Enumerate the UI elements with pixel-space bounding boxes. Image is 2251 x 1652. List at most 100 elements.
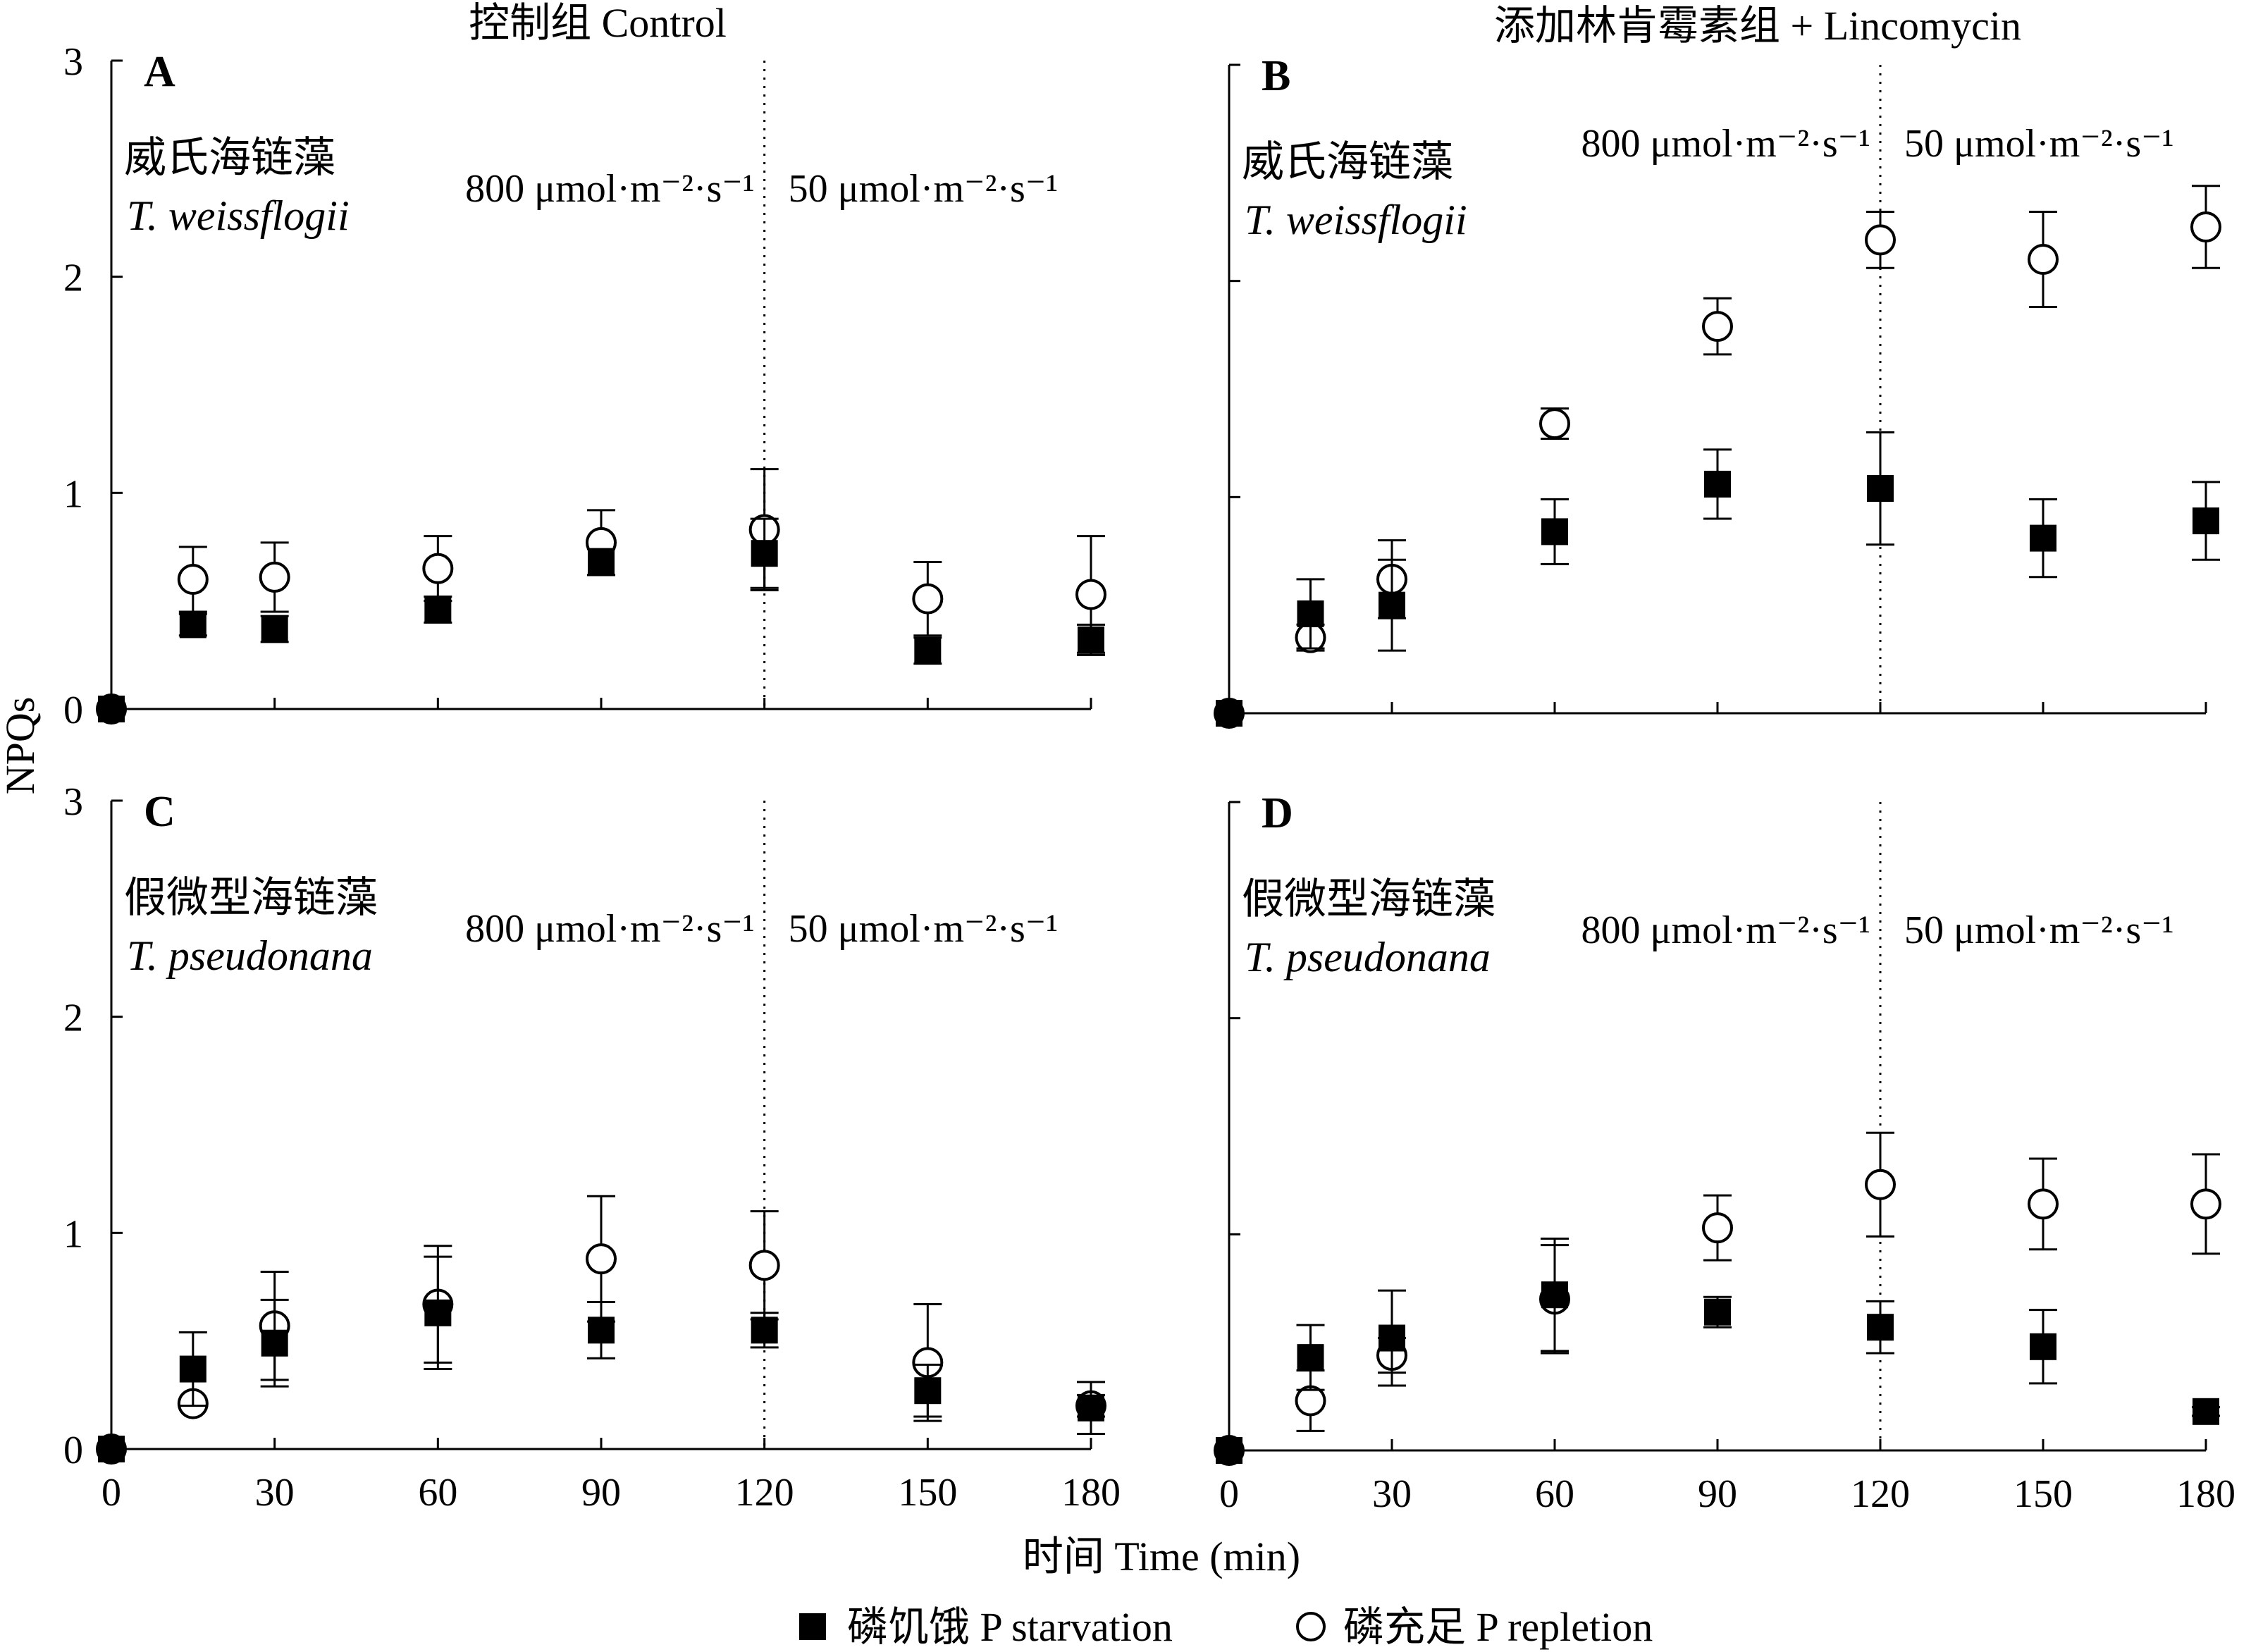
data-point-circle [2028, 244, 2059, 275]
panel-letter: B [1262, 52, 1290, 100]
data-point-square [2030, 1333, 2056, 1360]
legend-marker-starvation [799, 1613, 826, 1640]
data-point-circle [2028, 1188, 2059, 1220]
data-point-square [98, 696, 125, 722]
data-point-square [751, 540, 778, 567]
panel-d: 0 30 60 90 120 150 180 D 假微型海链藻 T. pseudonana 800 … [1214, 789, 2235, 1516]
data-point-square [914, 637, 942, 665]
y-tick-label: 2 [63, 997, 83, 1040]
data-point-circle [1075, 579, 1106, 610]
x-tick-label: 180 [1061, 1471, 1121, 1515]
data-point-square [1379, 1324, 1405, 1352]
legend-label-repletion: 磷充足 P repletion [1343, 1604, 1653, 1650]
data-point-square [1867, 475, 1894, 503]
species-name-latin: T. pseudonana [127, 932, 373, 979]
light-label-high: 800 μmol·m⁻²·s⁻¹ [465, 167, 754, 211]
species-name-latin: T. pseudonana [1245, 934, 1491, 980]
x-tick-label: 150 [898, 1471, 957, 1515]
species-name-cn: 威氏海链藻 [124, 135, 335, 181]
data-point-square [2193, 1398, 2219, 1425]
data-point-square [1379, 591, 1405, 619]
data-point-circle [422, 553, 454, 584]
y-tick-label: 0 [63, 1429, 83, 1472]
series-p-starvation [98, 1255, 1105, 1462]
data-point-square [1216, 700, 1242, 727]
x-tick-label: 60 [418, 1471, 457, 1515]
y-axis-title: NPQs [0, 697, 43, 795]
x-tick-label: 120 [735, 1471, 794, 1515]
data-point-square [2030, 524, 2056, 552]
x-tick-label: 180 [2176, 1472, 2235, 1516]
x-tick-label: 90 [1698, 1472, 1737, 1516]
panel-b: B 威氏海链藻 T. weissflogii 800 μmol·m⁻²·s⁻¹ 50 μ… [1214, 52, 2221, 729]
series-p-starvation [98, 517, 1105, 722]
data-point-square [98, 1436, 125, 1462]
data-point-square [1216, 1437, 1242, 1464]
y-tick-label: 1 [63, 472, 83, 516]
data-point-circle [748, 1250, 780, 1281]
light-label-high: 800 μmol·m⁻²·s⁻¹ [465, 907, 754, 951]
data-point-circle [1865, 224, 1896, 256]
species-name-cn: 威氏海链藻 [1242, 139, 1453, 185]
x-tick-label: 90 [581, 1471, 621, 1515]
data-point-square [1297, 600, 1324, 627]
data-point-circle [1702, 311, 1733, 343]
light-label-high: 800 μmol·m⁻²·s⁻¹ [1581, 908, 1870, 952]
data-point-square [588, 1317, 615, 1344]
legend-marker-repletion [1296, 1612, 1326, 1641]
y-tick-label: 2 [63, 257, 83, 300]
panel-a: 0 1 2 3 A 威氏海链藻 T. weissflogii 800 μmol·m⁻²·s⁻¹… [63, 40, 1106, 732]
data-point-square [179, 611, 206, 639]
data-point-square [261, 615, 288, 643]
data-point-square [424, 596, 452, 623]
x-tick-label: 0 [101, 1471, 121, 1515]
light-label-low: 50 μmol·m⁻²·s⁻¹ [789, 907, 1058, 951]
series-p-repletion [1214, 185, 2221, 729]
panel-letter: A [144, 48, 175, 96]
data-point-circle [1539, 408, 1570, 440]
data-point-square [1704, 470, 1731, 498]
data-point-square [261, 1329, 288, 1357]
x-tick-label: 30 [1372, 1472, 1412, 1516]
series-p-starvation [1216, 1237, 2220, 1464]
x-tick-label: 30 [255, 1471, 295, 1515]
data-point-square [1704, 1298, 1731, 1326]
data-point-square [1541, 1281, 1568, 1309]
data-point-square [424, 1299, 452, 1326]
data-point-square [751, 1317, 778, 1344]
species-name-latin: T. weissflogii [1245, 197, 1467, 243]
species-name-latin: T. weissflogii [127, 192, 350, 239]
data-point-square [1297, 1344, 1324, 1371]
data-point-square [914, 1377, 942, 1405]
data-point-circle [177, 564, 209, 595]
data-point-circle [2190, 1188, 2221, 1220]
data-point-circle [1702, 1212, 1733, 1244]
data-point-circle [2190, 211, 2221, 242]
legend: 磷饥饿 P starvation 磷充足 P repletion [799, 1604, 1653, 1650]
data-point-square [588, 548, 615, 576]
species-name-cn: 假微型海链藻 [124, 875, 378, 921]
data-point-circle [912, 583, 944, 615]
legend-label-starvation: 磷饥饿 P starvation [847, 1604, 1173, 1650]
x-tick-label: 0 [1219, 1472, 1239, 1516]
light-label-low: 50 μmol·m⁻²·s⁻¹ [1904, 908, 2173, 952]
y-tick-label: 0 [63, 689, 83, 732]
light-label-low: 50 μmol·m⁻²·s⁻¹ [1904, 122, 2173, 166]
panel-letter: C [144, 788, 175, 836]
data-point-square [1541, 518, 1568, 545]
x-tick-label: 60 [1535, 1472, 1574, 1516]
panel-letter: D [1262, 789, 1293, 837]
panels: 0 1 2 3 A 威氏海链藻 T. weissflogii 800 μmol·m⁻²·s⁻¹… [63, 40, 2235, 1516]
data-point-square [1078, 1394, 1104, 1422]
data-point-square [1078, 626, 1104, 653]
series-p-repletion [96, 468, 1106, 725]
data-point-circle [1865, 1169, 1896, 1200]
data-point-square [2193, 507, 2219, 535]
data-point-circle [259, 561, 290, 593]
x-tick-label: 120 [1851, 1472, 1910, 1516]
x-axis-title: 时间 Time (min) [1023, 1534, 1300, 1579]
data-point-square [179, 1355, 206, 1383]
data-point-circle [586, 1243, 617, 1275]
